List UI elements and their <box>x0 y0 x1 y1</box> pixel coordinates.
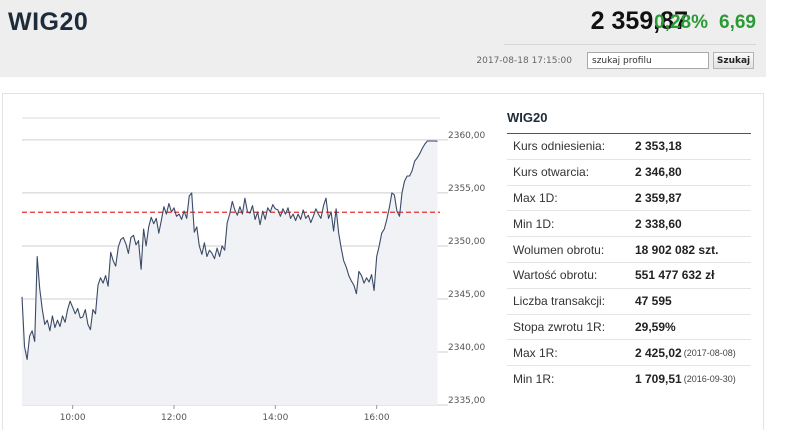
stats-value: 1 709,51 <box>635 372 682 387</box>
stats-label: Min 1D: <box>513 216 555 231</box>
x-axis-ticks: 10:00 12:00 14:00 16:00 <box>60 413 390 423</box>
x-tick-label: 10:00 <box>60 413 86 423</box>
y-tick-label: 2350,00 <box>448 237 485 247</box>
stats-row: Wartość obrotu: 551 477 632 zł <box>507 263 751 289</box>
stats-row: Kurs odniesienia: 2 353,18 <box>507 134 751 160</box>
change-percent: 0,28% <box>654 12 708 33</box>
stats-row: Min 1R: 1 709,51 (2016-09-30) <box>507 366 751 392</box>
quote-timestamp: 2017-08-18 17:15:00 <box>476 56 572 66</box>
search-button[interactable]: Szukaj <box>713 52 754 69</box>
y-axis-ticks: 2360,00 2355,00 2350,00 2345,00 2340,00 2335,… <box>448 131 485 406</box>
y-tick-label: 2355,00 <box>448 184 485 194</box>
stats-value: 29,59% <box>635 319 676 334</box>
chart-area <box>22 141 438 405</box>
stats-label: Liczba transakcji: <box>513 294 606 309</box>
y-tick-label: 2335,00 <box>448 396 485 406</box>
y-tick-label: 2345,00 <box>448 290 485 300</box>
index-price: 2 359,87 <box>590 7 688 35</box>
stats-value: 2 353,18 <box>635 139 682 154</box>
change-absolute: 6,69 <box>719 12 756 33</box>
stats-label: Kurs otwarcia: <box>513 165 590 180</box>
y-tick-label: 2360,00 <box>448 131 485 141</box>
x-tick-label: 12:00 <box>161 413 187 423</box>
price-line <box>21 140 438 360</box>
chart-line <box>21 140 438 360</box>
stats-label: Wartość obrotu: <box>513 268 598 283</box>
stats-row: Max 1R: 2 425,02 (2017-08-08) <box>507 340 751 367</box>
stats-value: 2 346,80 <box>635 165 682 180</box>
y-tick-label: 2340,00 <box>448 343 485 353</box>
stats-date: (2017-08-08) <box>683 347 736 358</box>
stats-label: Max 1R: <box>513 345 558 360</box>
stats-row: Liczba transakcji: 47 595 <box>507 289 751 315</box>
stats-table: WIG20 Kurs odniesienia: 2 353,18 Kurs otwa… <box>507 110 751 392</box>
stats-value: 47 595 <box>635 294 672 309</box>
stats-rows: Kurs odniesienia: 2 353,18 Kurs otwarcia: 2… <box>507 134 751 392</box>
stats-label: Wolumen obrotu: <box>513 242 605 257</box>
stats-label: Stopa zwrotu 1R: <box>513 319 606 334</box>
index-title: WIG20 <box>8 8 89 36</box>
stats-value: 551 477 632 zł <box>635 268 715 283</box>
stats-row: Kurs otwarcia: 2 346,80 <box>507 160 751 186</box>
stats-date: (2016-09-30) <box>683 374 736 385</box>
stats-row: Stopa zwrotu 1R: 29,59% <box>507 315 751 341</box>
stats-row: Max 1D: 2 359,87 <box>507 186 751 212</box>
stats-label: Kurs odniesienia: <box>513 139 606 154</box>
x-tick-label: 16:00 <box>364 413 390 423</box>
profile-search-input[interactable] <box>587 52 709 69</box>
intraday-chart: 2360,00 2355,00 2350,00 2345,00 2340,00 2335,… <box>21 117 485 423</box>
stats-row: Wolumen obrotu: 18 902 082 szt. <box>507 237 751 263</box>
stats-value: 2 425,02 <box>635 345 682 360</box>
quote-header: WIG20 2 359,87 0,28% 6,69 2017-08-18 17:… <box>0 0 766 77</box>
header-divider <box>504 44 756 45</box>
stats-row: Min 1D: 2 338,60 <box>507 211 751 238</box>
stats-label: Max 1D: <box>513 190 558 205</box>
stats-value: 2 359,87 <box>635 190 682 205</box>
x-tick-label: 14:00 <box>262 413 288 423</box>
stats-value: 18 902 082 szt. <box>635 242 719 257</box>
price-area <box>22 141 438 405</box>
stats-label: Min 1R: <box>513 372 555 387</box>
stats-title: WIG20 <box>507 110 751 134</box>
stats-value: 2 338,60 <box>635 216 682 231</box>
